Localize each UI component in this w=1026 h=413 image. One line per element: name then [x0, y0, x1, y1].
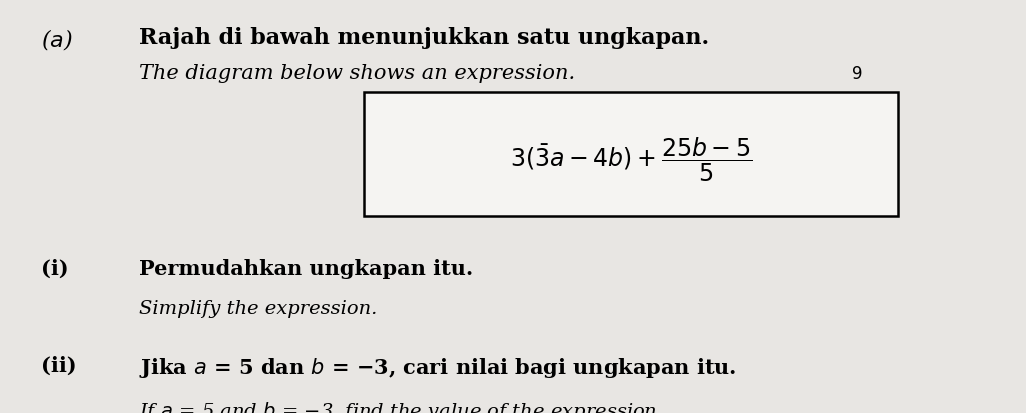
Text: Rajah di bawah menunjukkan satu ungkapan.: Rajah di bawah menunjukkan satu ungkapan…	[139, 27, 709, 49]
Text: The diagram below shows an expression.: The diagram below shows an expression.	[139, 64, 575, 83]
Text: $3(\bar{3}a - 4b) + \dfrac{25b-5}{5}$: $3(\bar{3}a - 4b) + \dfrac{25b-5}{5}$	[510, 135, 752, 183]
Text: Jika $a$ = 5 dan $b$ = −3, cari nilai bagi ungkapan itu.: Jika $a$ = 5 dan $b$ = −3, cari nilai ba…	[139, 355, 736, 379]
Text: Simplify the expression.: Simplify the expression.	[139, 299, 377, 317]
Text: ($a$): ($a$)	[41, 27, 73, 52]
Text: If $a$ = 5 and $b$ = −3, find the value of the expression.: If $a$ = 5 and $b$ = −3, find the value …	[139, 399, 663, 413]
Text: Permudahkan ungkapan itu.: Permudahkan ungkapan itu.	[139, 258, 473, 278]
Text: (i): (i)	[41, 258, 69, 278]
Text: $\mathit{9}$: $\mathit{9}$	[851, 66, 863, 83]
FancyBboxPatch shape	[364, 93, 898, 217]
Text: (ii): (ii)	[41, 355, 77, 375]
